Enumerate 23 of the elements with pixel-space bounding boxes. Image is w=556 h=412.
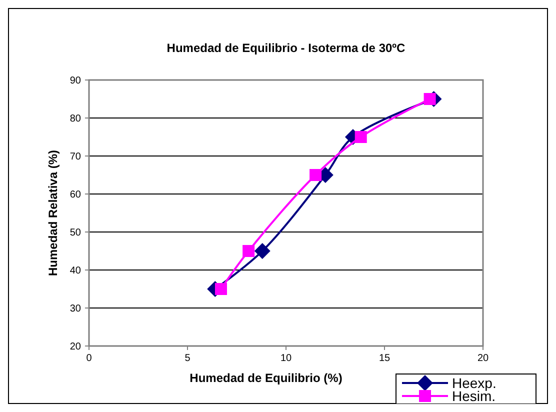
y-axis-title: Humedad Relativa (%): [46, 150, 60, 276]
y-tick-label: 80: [70, 114, 82, 124]
y-tick-label: 60: [70, 190, 82, 200]
y-tick-label: 20: [70, 342, 82, 352]
x-tick-label: 10: [280, 353, 292, 364]
x-tick-label: 5: [184, 353, 191, 364]
point: [354, 131, 367, 143]
x-tick-label: 0: [86, 353, 92, 364]
legend-label: Heexp.: [452, 375, 496, 391]
y-tick-label: 50: [70, 228, 82, 238]
y-tick-label: 40: [70, 266, 82, 276]
x-axis-title: Humedad de Equilibrio (%): [190, 371, 342, 385]
point: [424, 93, 436, 105]
point: [242, 245, 255, 257]
x-tick-label: 20: [477, 353, 489, 364]
x-tick-label: 15: [378, 353, 390, 364]
point: [214, 283, 227, 295]
point: [310, 169, 322, 181]
y-tick-label: 30: [70, 304, 82, 314]
y-tick-label: 70: [70, 152, 82, 162]
point: [254, 243, 270, 259]
y-tick-label: 90: [70, 76, 82, 86]
chart-title: Humedad de Equilibrio - Isoterma de 30ºC: [166, 41, 406, 55]
